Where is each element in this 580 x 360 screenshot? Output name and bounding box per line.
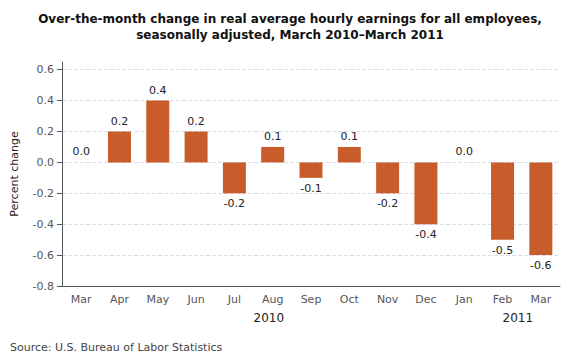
svg-text:Jan: Jan <box>455 293 473 306</box>
svg-text:Over-the-month change in real: Over-the-month change in real average ho… <box>38 12 542 26</box>
svg-text:seasonally adjusted, March 201: seasonally adjusted, March 2010–March 20… <box>136 28 444 42</box>
svg-text:-0.1: -0.1 <box>300 182 321 195</box>
svg-text:-0.6: -0.6 <box>33 249 54 262</box>
svg-text:Jun: Jun <box>186 293 204 306</box>
svg-text:Source: U.S. Bureau of Labor S: Source: U.S. Bureau of Labor Statistics <box>10 341 223 354</box>
svg-text:Dec: Dec <box>415 293 436 306</box>
svg-text:2011: 2011 <box>503 311 534 325</box>
svg-text:-0.8: -0.8 <box>33 280 54 293</box>
svg-text:2010: 2010 <box>254 311 285 325</box>
svg-text:0.1: 0.1 <box>341 130 359 143</box>
svg-text:0.0: 0.0 <box>37 156 55 169</box>
svg-text:0.2: 0.2 <box>37 125 55 138</box>
svg-text:-0.4: -0.4 <box>415 228 436 241</box>
svg-text:-0.2: -0.2 <box>224 197 245 210</box>
svg-text:0.4: 0.4 <box>149 84 167 97</box>
svg-text:Oct: Oct <box>340 293 360 306</box>
svg-text:-0.6: -0.6 <box>530 259 551 272</box>
svg-text:Mar: Mar <box>530 293 551 306</box>
svg-text:0.4: 0.4 <box>37 94 55 107</box>
svg-text:Sep: Sep <box>301 293 322 306</box>
svg-text:0.2: 0.2 <box>187 115 205 128</box>
svg-text:May: May <box>146 293 169 306</box>
svg-text:-0.5: -0.5 <box>492 244 513 257</box>
svg-text:Percent change: Percent change <box>8 131 21 217</box>
svg-text:0.0: 0.0 <box>455 145 473 158</box>
svg-text:Nov: Nov <box>377 293 399 306</box>
svg-text:0.6: 0.6 <box>37 63 55 76</box>
svg-text:Mar: Mar <box>71 293 92 306</box>
svg-text:-0.4: -0.4 <box>33 218 54 231</box>
svg-text:Apr: Apr <box>110 293 130 306</box>
svg-text:0.1: 0.1 <box>264 130 282 143</box>
svg-text:0.0: 0.0 <box>72 145 90 158</box>
svg-text:-0.2: -0.2 <box>33 187 54 200</box>
svg-text:-0.2: -0.2 <box>377 197 398 210</box>
svg-text:0.2: 0.2 <box>111 115 129 128</box>
svg-text:Feb: Feb <box>493 293 512 306</box>
svg-text:Aug: Aug <box>262 293 283 306</box>
svg-text:Jul: Jul <box>227 293 241 306</box>
